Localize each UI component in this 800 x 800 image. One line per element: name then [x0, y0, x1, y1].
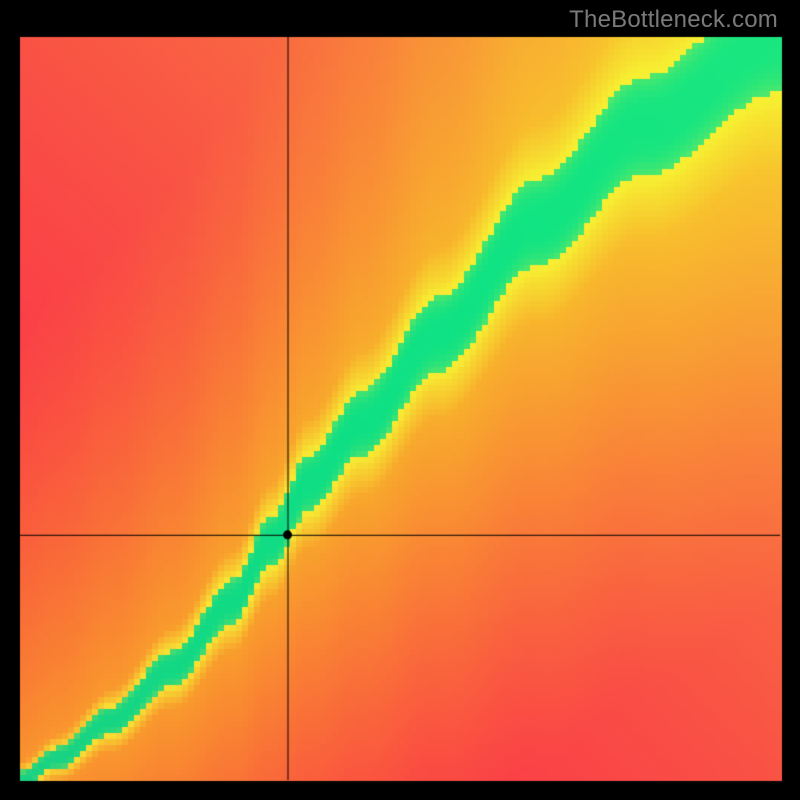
- chart-container: TheBottleneck.com: [0, 0, 800, 800]
- watermark-text: TheBottleneck.com: [569, 6, 778, 34]
- heatmap-canvas: [0, 0, 800, 800]
